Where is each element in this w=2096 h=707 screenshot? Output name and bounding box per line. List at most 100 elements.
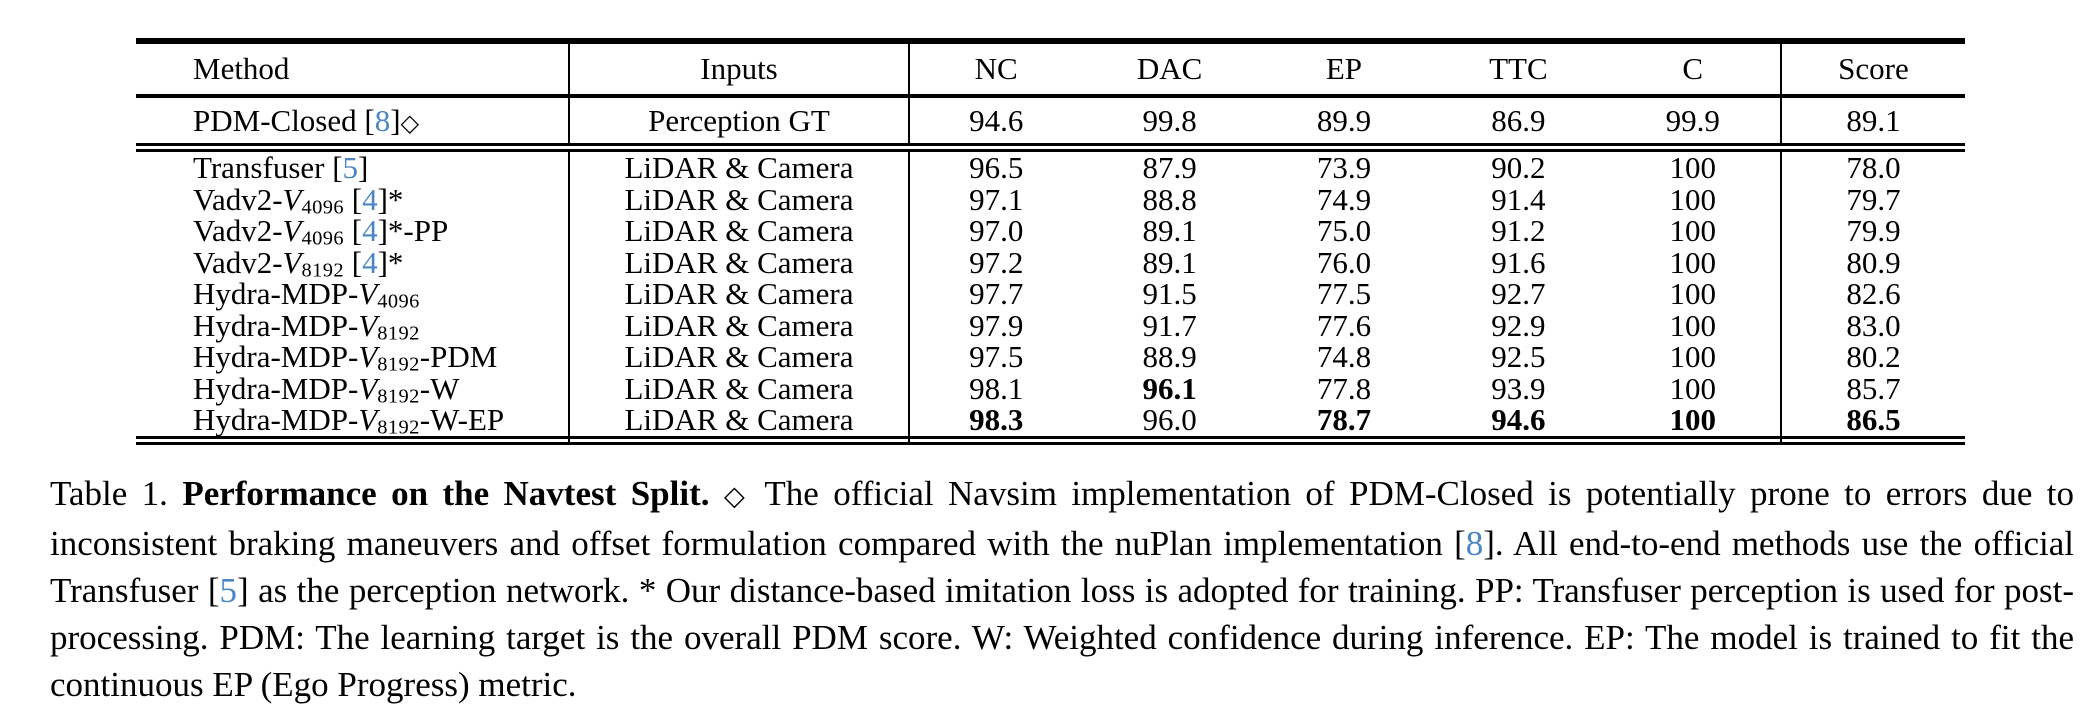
value-cell: 100	[1669, 339, 1717, 374]
text-segment: Hydra-MDP-	[193, 370, 359, 406]
inputs-cell: LiDAR & Camera	[568, 183, 908, 224]
mathcal-v: V	[358, 339, 378, 374]
citation-link[interactable]: 5	[219, 571, 238, 610]
value-cell: 74.9	[1316, 181, 1372, 217]
inputs-cell: LiDAR & Camera	[568, 215, 908, 256]
mathcal-v: V	[282, 181, 302, 217]
table-row: Vadv2-V8192 [4]* LiDAR & Camera 97.2 89.1 76…	[136, 244, 1965, 287]
inputs-cell: LiDAR & Camera	[568, 309, 908, 350]
value-cell: 89.1	[1142, 244, 1197, 280]
method-cell: PDM-Closed [8]◇	[136, 98, 568, 146]
value-cell: 96.0	[1142, 402, 1197, 437]
value-cell: 89.9	[1316, 103, 1372, 138]
method-cell: Hydra-MDP-V4096	[136, 278, 568, 318]
value-cell: 88.8	[1142, 181, 1197, 217]
value-cell: 91.6	[1491, 244, 1546, 280]
table-rule-bottom	[136, 435, 1965, 445]
value-cell: 79.7	[1779, 183, 1965, 224]
text-segment: ]	[358, 150, 369, 185]
value-cell: 89.1	[1142, 213, 1197, 248]
inputs-cell: LiDAR & Camera	[568, 404, 908, 445]
value-cell: 98.1	[908, 372, 1082, 413]
citation-link[interactable]: 4	[362, 244, 378, 280]
value-cell: 87.9	[1142, 150, 1197, 185]
text-segment: 8192	[377, 416, 420, 439]
citation-link[interactable]: 8	[374, 103, 391, 138]
table-row: Hydra-MDP-V8192 LiDAR & Camera 97.9 91.7 77.…	[136, 309, 1965, 350]
text-segment: 8192	[301, 259, 344, 282]
value-cell: 94.6	[908, 98, 1082, 146]
column-header-ttc: TTC	[1489, 51, 1548, 86]
column-header-method: Method	[193, 51, 290, 86]
value-cell: 80.2	[1779, 341, 1965, 382]
inputs-cell: LiDAR & Camera	[568, 152, 908, 184]
value-cell: 97.5	[908, 341, 1082, 382]
table-caption: Table 1. Performance on the Navtest Spli…	[50, 470, 2074, 707]
text-segment: ]*-PP	[377, 213, 449, 248]
text-segment: -PDM	[419, 339, 498, 374]
method-cell: Vadv2-V4096 [4]*-PP	[136, 215, 568, 255]
value-cell: 97.7	[908, 278, 1082, 319]
text-segment: -W	[419, 370, 460, 406]
value-cell: 100	[1669, 276, 1717, 311]
column-header-c: C	[1682, 51, 1704, 86]
value-cell: 91.4	[1491, 181, 1546, 217]
mathcal-v: V	[358, 402, 378, 437]
table-row: Hydra-MDP-V8192-PDM LiDAR & Camera 97.5 88.…	[136, 341, 1965, 382]
value-cell: 92.9	[1491, 307, 1546, 343]
value-cell: 78.0	[1779, 152, 1965, 184]
table-row: Hydra-MDP-V4096 LiDAR & Camera 97.7 91.5 77.…	[136, 278, 1965, 319]
text-segment: Hydra-MDP-	[193, 402, 359, 437]
column-header-inputs: Inputs	[568, 44, 908, 94]
text-segment: Vadv2-	[193, 244, 283, 280]
method-cell: Hydra-MDP-V8192-W	[136, 370, 568, 413]
table-rule-double-mid	[136, 143, 1965, 152]
text-segment: 4096	[377, 290, 420, 313]
value-cell: 91.7	[1142, 307, 1197, 343]
citation-link[interactable]: 4	[362, 213, 378, 248]
value-cell: 97.1	[908, 183, 1082, 224]
text-segment: Performance on the Navtest Split.	[182, 474, 710, 513]
value-cell: 91.5	[1142, 276, 1197, 311]
gt-row-section: PDM-Closed [8]◇ Perception GT 94.6 99.8 89.9…	[136, 98, 1965, 146]
text-segment: ] as the perception network. * Our dista…	[50, 571, 2074, 704]
text-segment: [	[344, 181, 363, 217]
mathcal-v: V	[358, 370, 378, 406]
inputs-cell: LiDAR & Camera	[568, 372, 908, 413]
text-segment: ◇	[400, 109, 420, 137]
table-row: Vadv2-V4096 [4]*-PP LiDAR & Camera 97.0 89.…	[136, 215, 1965, 256]
text-segment: 4096	[301, 196, 344, 219]
text-segment: [	[344, 213, 363, 248]
citation-link[interactable]: 5	[342, 150, 359, 185]
text-segment: ]. All end-to-end methods use the offici…	[50, 524, 2074, 610]
table-header-row: Method Inputs NC DAC EP TTC C Score	[136, 44, 1965, 94]
value-cell: 77.5	[1316, 276, 1372, 311]
method-cell: Vadv2-V4096 [4]*	[136, 181, 568, 224]
value-cell: 100	[1669, 150, 1717, 185]
column-header-dac: DAC	[1136, 51, 1203, 86]
citation-link[interactable]: 8	[1465, 524, 1484, 563]
value-cell: 78.7	[1316, 402, 1372, 437]
text-segment: Hydra-MDP-	[193, 339, 359, 374]
text-segment: ]*	[377, 181, 404, 217]
value-cell: 97.0	[908, 215, 1082, 256]
table-row: Hydra-MDP-V8192-W LiDAR & Camera 98.1 96.1 7…	[136, 372, 1965, 413]
text-segment: 4096	[301, 227, 344, 250]
value-cell: 96.5	[908, 152, 1082, 184]
value-cell: 100	[1669, 244, 1717, 280]
value-cell: 98.3	[908, 404, 1082, 445]
value-cell: 100	[1669, 213, 1717, 248]
inputs-cell: LiDAR & Camera	[568, 341, 908, 382]
value-cell: 89.1	[1779, 98, 1965, 146]
value-cell: 88.9	[1142, 339, 1197, 374]
method-cell: Hydra-MDP-V8192-PDM	[136, 341, 568, 381]
value-cell: 100	[1669, 370, 1717, 406]
inputs-cell: LiDAR & Camera	[568, 278, 908, 319]
text-segment: Hydra-MDP-	[193, 276, 359, 311]
citation-link[interactable]: 4	[362, 181, 378, 217]
value-cell: 86.9	[1491, 103, 1546, 138]
text-segment: ]*	[377, 244, 404, 280]
method-cell: Hydra-MDP-V8192-W-EP	[136, 404, 568, 444]
text-segment: Vadv2-	[193, 181, 283, 217]
value-cell: 99.8	[1142, 103, 1197, 138]
